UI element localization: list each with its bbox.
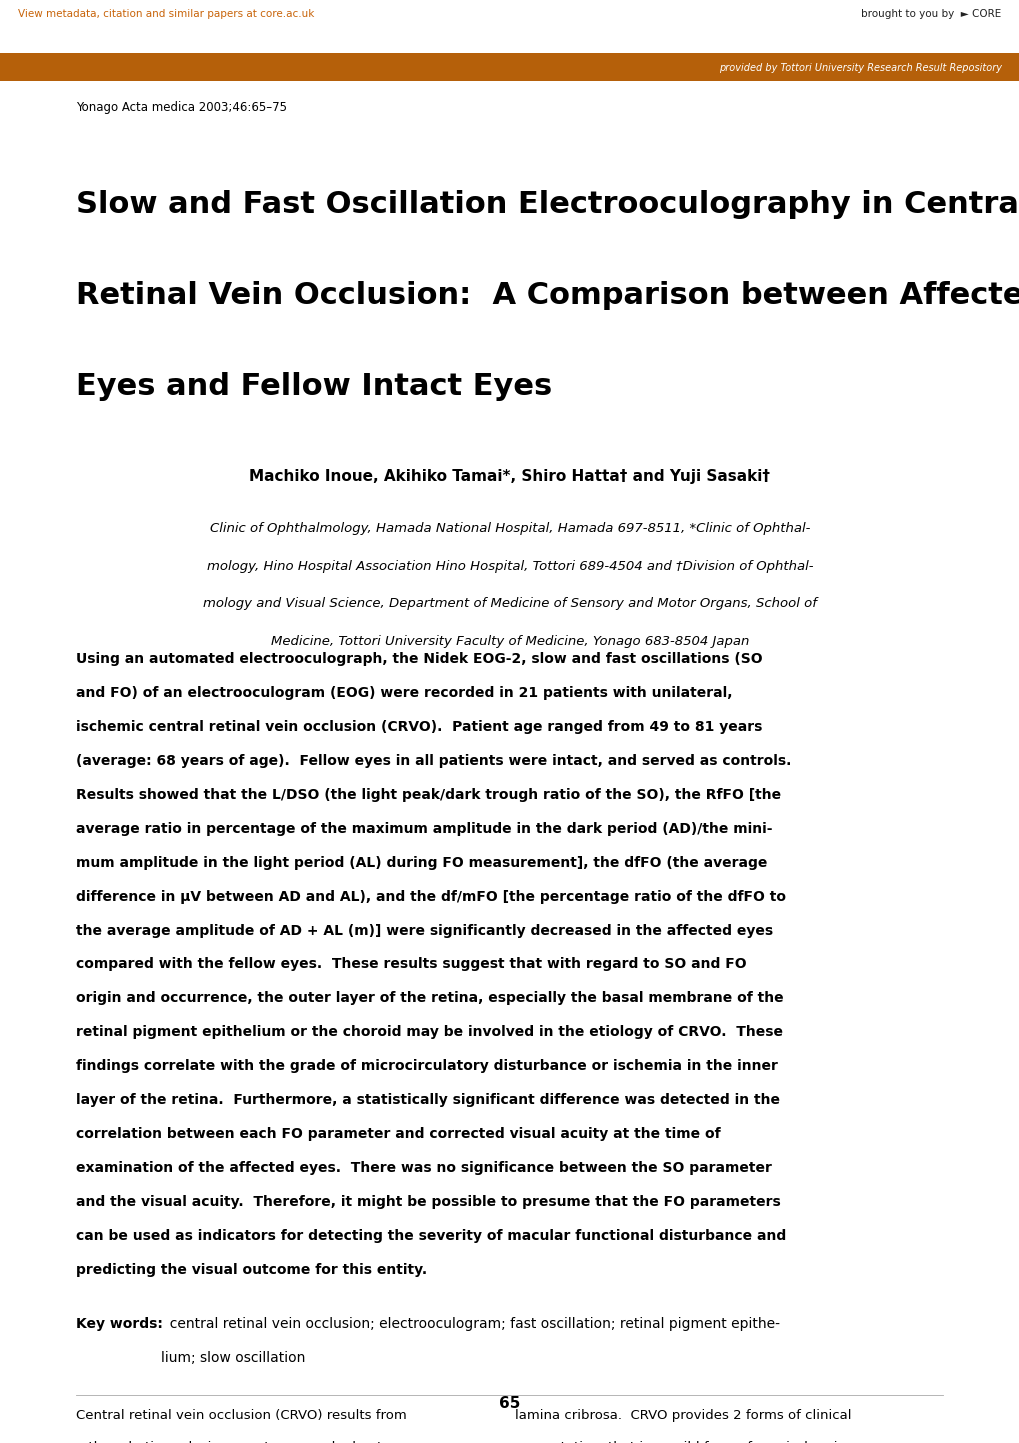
Text: presentation, that is, a mild form of non-ischemic: presentation, that is, a mild form of no… [515, 1440, 844, 1443]
Text: predicting the visual outcome for this entity.: predicting the visual outcome for this e… [76, 1263, 427, 1277]
Text: and the visual acuity.  Therefore, it might be possible to presume that the FO p: and the visual acuity. Therefore, it mig… [76, 1195, 781, 1209]
Text: Results showed that the L/DSO (the light peak/dark trough ratio of the SO), the : Results showed that the L/DSO (the light… [76, 788, 781, 802]
Text: Retinal Vein Occlusion:  A Comparison between Affected: Retinal Vein Occlusion: A Comparison bet… [76, 281, 1019, 310]
Text: (average: 68 years of age).  Fellow eyes in all patients were intact, and served: (average: 68 years of age). Fellow eyes … [76, 753, 791, 768]
Text: View metadata, citation and similar papers at core.ac.uk: View metadata, citation and similar pape… [18, 9, 315, 19]
Text: provided by Tottori University Research Result Repository: provided by Tottori University Research … [718, 63, 1001, 72]
Text: the average amplitude of AD + AL (m)] were significantly decreased in the affect: the average amplitude of AD + AL (m)] we… [76, 924, 772, 938]
Text: layer of the retina.  Furthermore, a statistically significant difference was de: layer of the retina. Furthermore, a stat… [76, 1094, 780, 1107]
Text: mology and Visual Science, Department of Medicine of Sensory and Motor Organs, S: mology and Visual Science, Department of… [203, 597, 816, 610]
Text: Yonago Acta medica 2003;46:65–75: Yonago Acta medica 2003;46:65–75 [76, 101, 287, 114]
Text: central retinal vein occlusion; electrooculogram; fast oscillation; retinal pigm: central retinal vein occlusion; electroo… [161, 1316, 780, 1330]
Text: mum amplitude in the light period (AL) during FO measurement], the dfFO (the ave: mum amplitude in the light period (AL) d… [76, 856, 767, 870]
Text: Clinic of Ophthalmology, Hamada National Hospital, Hamada 697-8511, *Clinic of O: Clinic of Ophthalmology, Hamada National… [210, 522, 809, 535]
Text: Medicine, Tottori University Faculty of Medicine, Yonago 683-8504 Japan: Medicine, Tottori University Faculty of … [271, 635, 748, 648]
Text: compared with the fellow eyes.  These results suggest that with regard to SO and: compared with the fellow eyes. These res… [76, 958, 746, 971]
Text: examination of the affected eyes.  There was no significance between the SO para: examination of the affected eyes. There … [76, 1160, 771, 1175]
Text: lamina cribrosa.  CRVO provides 2 forms of clinical: lamina cribrosa. CRVO provides 2 forms o… [515, 1408, 851, 1423]
Text: correlation between each FO parameter and corrected visual acuity at the time of: correlation between each FO parameter an… [76, 1127, 720, 1141]
Text: ischemic central retinal vein occlusion (CRVO).  Patient age ranged from 49 to 8: ischemic central retinal vein occlusion … [76, 720, 762, 734]
Text: Machiko Inoue, Akihiko Tamai*, Shiro Hatta† and Yuji Sasaki†: Machiko Inoue, Akihiko Tamai*, Shiro Hat… [250, 469, 769, 483]
Text: and FO) of an electrooculogram (EOG) were recorded in 21 patients with unilatera: and FO) of an electrooculogram (EOG) wer… [76, 685, 733, 700]
Text: brought to you by  ► CORE: brought to you by ► CORE [860, 9, 1001, 19]
Text: mology, Hino Hospital Association Hino Hospital, Tottori 689-4504 and †Division : mology, Hino Hospital Association Hino H… [207, 560, 812, 573]
Text: difference in μV between AD and AL), and the df/mFO [the percentage ratio of the: difference in μV between AD and AL), and… [76, 889, 786, 903]
Text: average ratio in percentage of the maximum amplitude in the dark period (AD)/the: average ratio in percentage of the maxim… [76, 821, 772, 835]
Text: Using an automated electrooculograph, the Nidek EOG-2, slow and fast oscillation: Using an automated electrooculograph, th… [76, 652, 762, 667]
Text: findings correlate with the grade of microcirculatory disturbance or ischemia in: findings correlate with the grade of mic… [76, 1059, 777, 1074]
Bar [0, 53, 1019, 81]
Text: a thrombotic occlusion, most commonly due to: a thrombotic occlusion, most commonly du… [76, 1440, 390, 1443]
Text: origin and occurrence, the outer layer of the retina, especially the basal membr: origin and occurrence, the outer layer o… [76, 991, 784, 1006]
Text: can be used as indicators for detecting the severity of macular functional distu: can be used as indicators for detecting … [76, 1228, 786, 1242]
Text: Central retinal vein occlusion (CRVO) results from: Central retinal vein occlusion (CRVO) re… [76, 1408, 407, 1423]
Text: Slow and Fast Oscillation Electrooculography in Central: Slow and Fast Oscillation Electrooculogr… [76, 190, 1019, 219]
Text: lium; slow oscillation: lium; slow oscillation [161, 1351, 306, 1365]
Text: 65: 65 [499, 1397, 520, 1411]
Text: retinal pigment epithelium or the choroid may be involved in the etiology of CRV: retinal pigment epithelium or the choroi… [76, 1025, 783, 1039]
Text: Eyes and Fellow Intact Eyes: Eyes and Fellow Intact Eyes [76, 372, 552, 401]
Text: Key words:: Key words: [76, 1316, 163, 1330]
